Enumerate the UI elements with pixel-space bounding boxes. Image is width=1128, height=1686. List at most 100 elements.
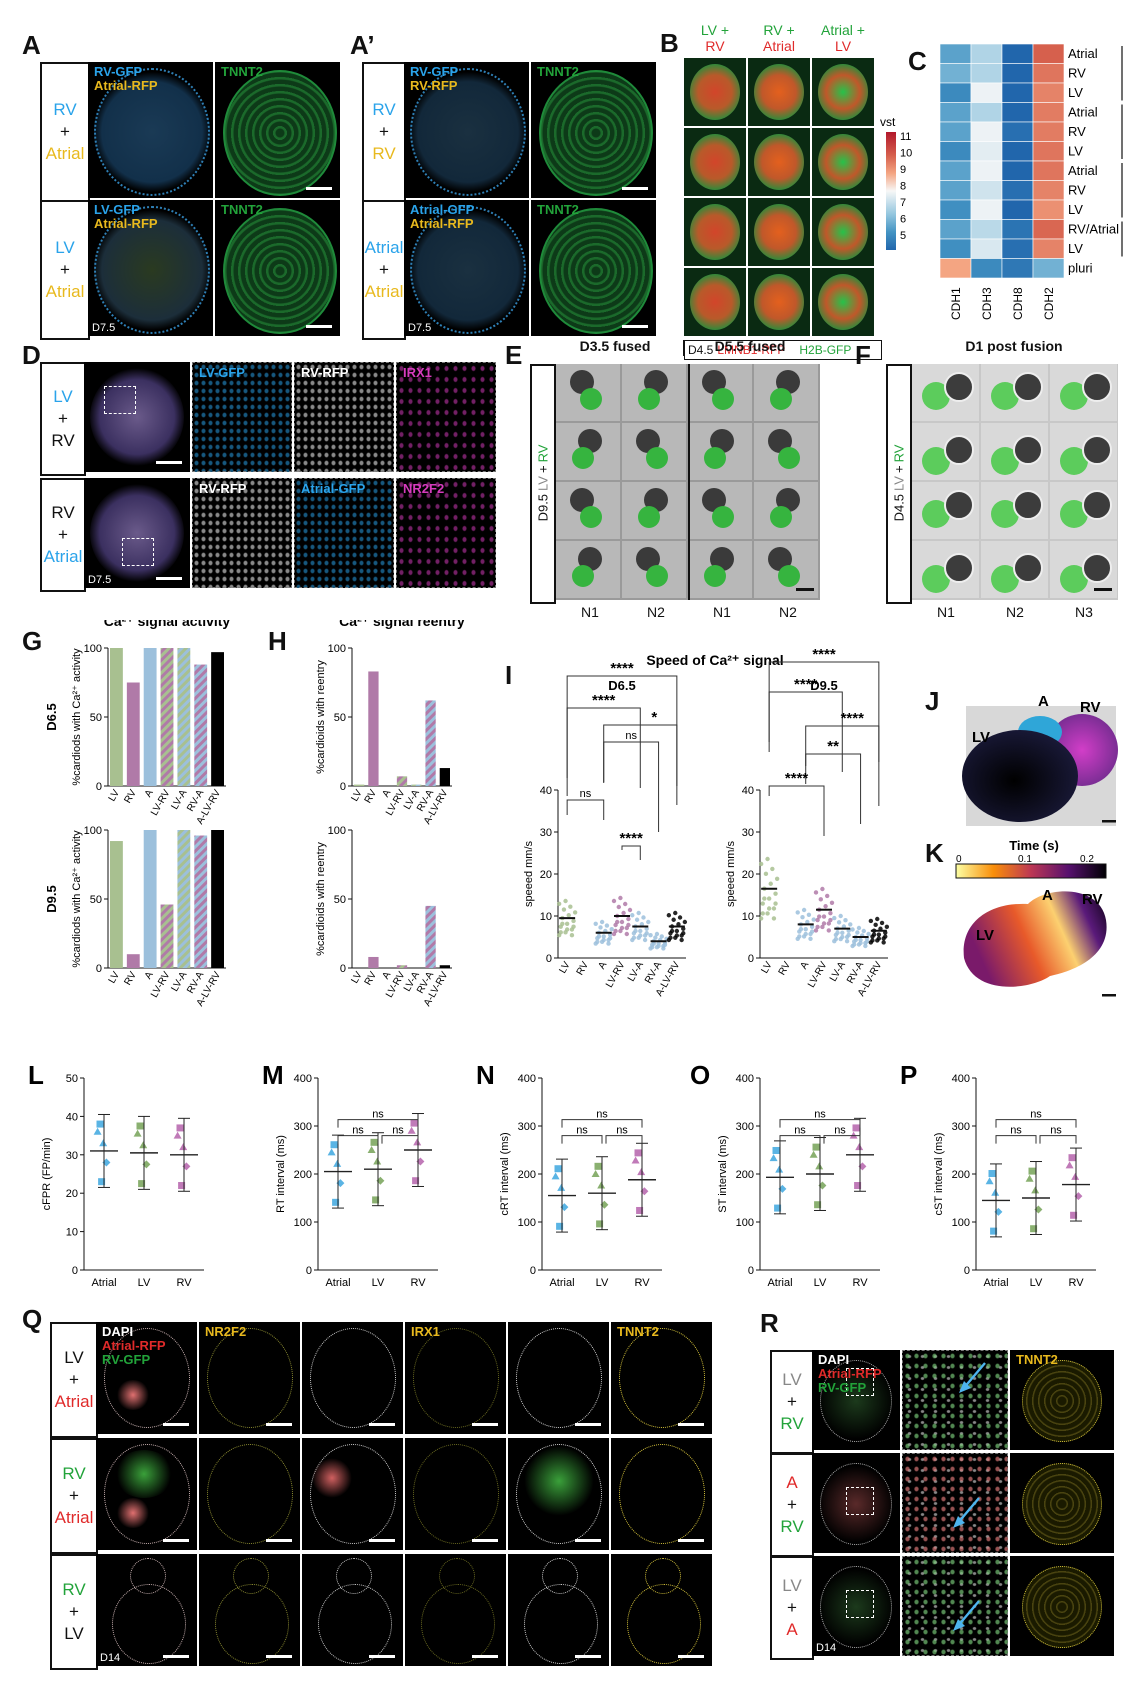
heat-cell xyxy=(939,102,972,123)
y-tick-label: 0 xyxy=(748,1265,754,1277)
organoid xyxy=(820,1360,892,1442)
scale-bar xyxy=(1102,820,1116,823)
channel-label: Atrial-RFP xyxy=(818,1366,882,1381)
y-tick-label: 40 xyxy=(66,1111,78,1123)
panel-q-image xyxy=(199,1554,300,1666)
legend-tick: 8 xyxy=(900,181,906,193)
heat-cell xyxy=(970,180,1003,201)
data-point xyxy=(823,904,828,909)
side-line: + xyxy=(787,1392,797,1411)
sig-bracket xyxy=(768,785,825,836)
data-point xyxy=(805,919,810,925)
k-cb-tick: 0.1 xyxy=(1018,854,1032,865)
data-point xyxy=(849,1131,858,1139)
e-cell xyxy=(688,541,752,598)
e-col-title-1: D3.5 fused xyxy=(579,338,651,354)
panel-d-overview xyxy=(84,362,190,472)
data-point xyxy=(1070,1211,1078,1219)
x-tick-label: LV xyxy=(596,1277,609,1289)
x-tick-label: RV xyxy=(575,960,592,978)
side-line-1: RV xyxy=(372,100,396,119)
y-label: cRT interval (ms) xyxy=(499,1132,511,1215)
data-point xyxy=(821,914,827,919)
sig-bracket xyxy=(605,1135,643,1144)
y-tick-label: 200 xyxy=(518,1169,536,1181)
y-tick-label: 300 xyxy=(736,1121,754,1133)
bar xyxy=(126,954,140,968)
organoid-outline xyxy=(516,1444,602,1544)
heat-cell xyxy=(1001,199,1034,220)
organoid-outline xyxy=(112,1584,186,1664)
organoid-cell xyxy=(812,198,874,266)
panel-label-g: G xyxy=(22,626,43,656)
data-point xyxy=(844,939,850,944)
y-tick-label: 30 xyxy=(540,827,552,839)
side-part: + xyxy=(535,465,551,474)
data-point xyxy=(99,1139,108,1147)
heat-cell xyxy=(970,102,1003,123)
scale-bar xyxy=(796,588,814,591)
bar xyxy=(126,682,140,786)
heat-cell xyxy=(1001,82,1034,103)
dot-plot-P: P 0 100 200 300 400 cST interval (ms) Atrial LV R… xyxy=(900,1060,1096,1289)
footer-green: H2B-GFP xyxy=(799,343,852,357)
organoid-outline xyxy=(310,1444,396,1544)
bar xyxy=(110,648,123,786)
x-tick-label: LV xyxy=(138,1277,151,1289)
panel-f: D1 post fusion D4.5 LV + RV N1 N2 N3 xyxy=(886,338,1118,620)
bar xyxy=(177,830,191,968)
scale-bar xyxy=(678,1423,704,1426)
data-point xyxy=(769,1154,778,1162)
data-point xyxy=(654,931,660,937)
e-cell xyxy=(556,541,620,598)
data-point xyxy=(136,1122,144,1130)
zoom-box xyxy=(104,386,136,414)
scale-bar xyxy=(163,1423,189,1426)
y-tick-label: 20 xyxy=(66,1188,78,1200)
panel-q: LV + Atrial DAPI Atrial-RFP RV-GFP NR2F2 IRX1 TN… xyxy=(50,1322,720,1684)
organoid-outline xyxy=(413,1328,499,1428)
heat-cell xyxy=(970,160,1003,181)
data-point xyxy=(659,934,664,939)
e-cell xyxy=(556,423,620,480)
ch-label: TNNT2 xyxy=(537,64,579,79)
k-label-rv: RV xyxy=(1082,891,1103,908)
x-tick-label: A xyxy=(798,960,811,972)
ch-label: Atrial-RFP xyxy=(94,216,158,231)
channel-label: RV-RFP xyxy=(199,481,247,496)
data-point xyxy=(815,924,820,930)
arrow-icon xyxy=(953,1497,980,1528)
sig-bracket xyxy=(805,725,880,806)
organoid-green xyxy=(646,565,668,587)
y-label: ST interval (ms) xyxy=(717,1135,729,1212)
organoid-dark xyxy=(1082,372,1112,402)
data-point xyxy=(843,918,848,923)
y-tick-label: 300 xyxy=(952,1121,970,1133)
side-part: RV xyxy=(535,444,551,463)
side-line: + xyxy=(787,1495,797,1514)
panel-q-image: TNNT2 xyxy=(611,1322,712,1434)
side-line: RV xyxy=(62,1580,86,1599)
x-tick-label: A xyxy=(380,788,393,800)
sig-label: ns xyxy=(625,730,637,742)
data-point xyxy=(666,913,672,918)
sig-label: ns xyxy=(580,788,592,800)
ch-label: RV-GFP xyxy=(94,64,143,79)
heat-cell xyxy=(1032,121,1065,142)
heat-cell xyxy=(939,141,972,162)
organoid xyxy=(754,274,804,330)
panel-label-h: H xyxy=(268,626,287,656)
ch-label: TNNT2 xyxy=(221,64,263,79)
data-point xyxy=(795,910,800,915)
data-point xyxy=(985,1177,994,1185)
heat-cell xyxy=(1032,180,1065,201)
y-tick-label: 20 xyxy=(540,869,552,881)
panel-a-row2-merge: LV-GFP Atrial-RFP D7.5 xyxy=(88,200,213,336)
data-point xyxy=(412,1177,420,1185)
data-point xyxy=(771,906,777,911)
data-point xyxy=(569,933,575,938)
heat-cell xyxy=(1032,82,1065,103)
